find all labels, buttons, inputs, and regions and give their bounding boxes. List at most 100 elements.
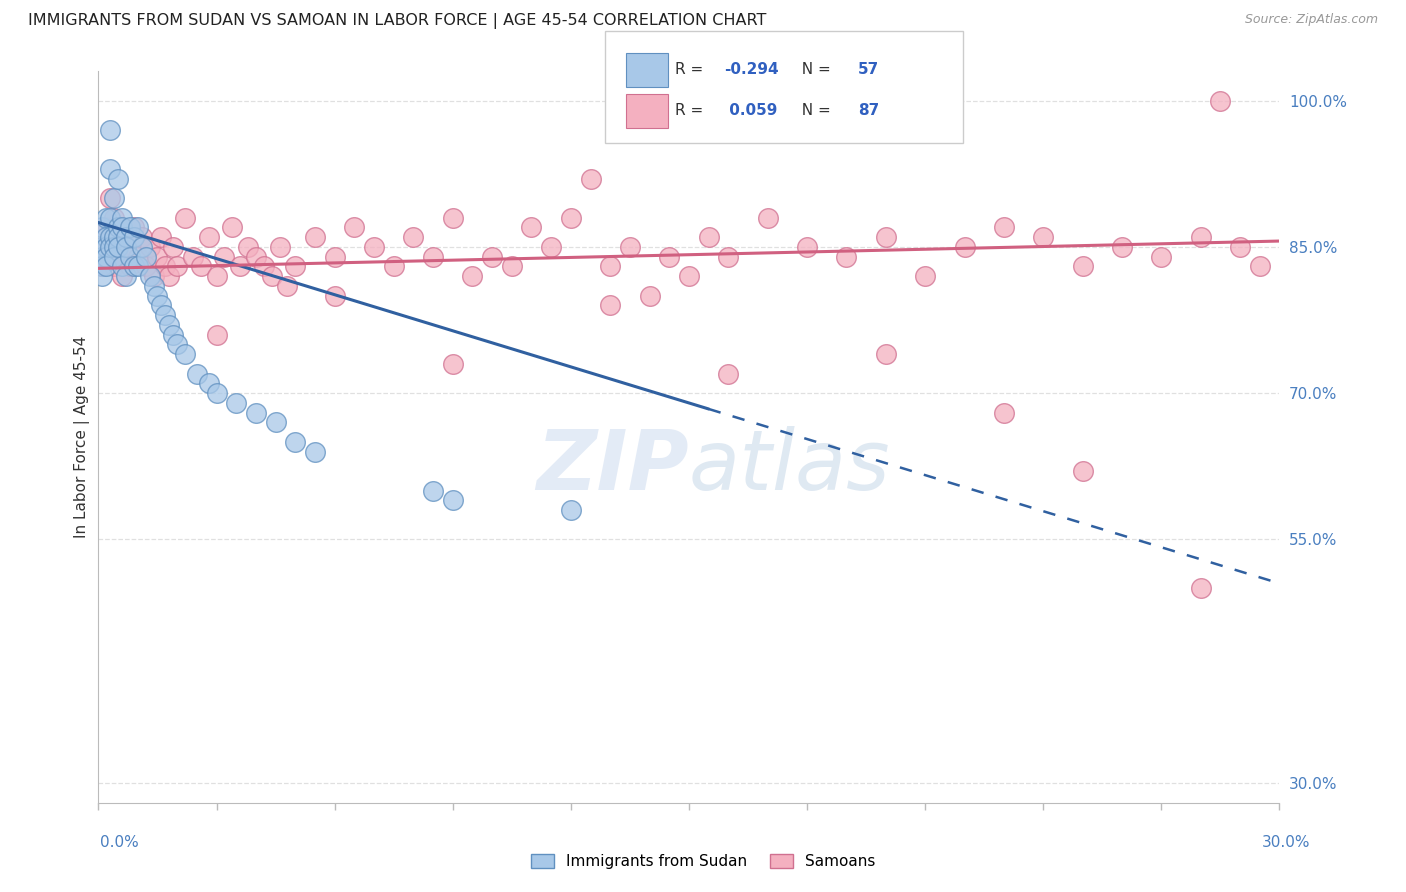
Point bbox=[441, 357, 464, 371]
Point bbox=[441, 493, 464, 508]
Point bbox=[1071, 260, 1094, 274]
Point bbox=[122, 230, 145, 244]
Point bbox=[363, 240, 385, 254]
Point bbox=[579, 171, 602, 186]
Point bbox=[91, 250, 114, 264]
Point bbox=[91, 260, 114, 274]
Point bbox=[107, 240, 129, 254]
Point bbox=[197, 376, 219, 391]
Text: ZIP: ZIP bbox=[536, 425, 689, 507]
Point bbox=[118, 260, 141, 274]
Point bbox=[162, 327, 184, 342]
Text: IMMIGRANTS FROM SUDAN VS SAMOAN IN LABOR FORCE | AGE 45-54 CORRELATION CHART: IMMIGRANTS FROM SUDAN VS SAMOAN IN LABOR… bbox=[28, 13, 766, 29]
Point bbox=[138, 269, 160, 284]
Point bbox=[993, 406, 1015, 420]
Point bbox=[225, 396, 247, 410]
Point bbox=[229, 260, 252, 274]
Text: Source: ZipAtlas.com: Source: ZipAtlas.com bbox=[1244, 13, 1378, 27]
Text: 0.059: 0.059 bbox=[724, 103, 778, 118]
Text: atlas: atlas bbox=[689, 425, 890, 507]
Point bbox=[107, 220, 129, 235]
Point bbox=[96, 240, 118, 254]
Point bbox=[118, 220, 141, 235]
Point bbox=[323, 288, 346, 302]
Point bbox=[96, 250, 118, 264]
Point bbox=[304, 230, 326, 244]
Point bbox=[658, 250, 681, 264]
Point bbox=[131, 230, 153, 244]
Point bbox=[162, 240, 184, 254]
Text: 57: 57 bbox=[858, 62, 879, 77]
Point bbox=[205, 327, 228, 342]
Point bbox=[127, 220, 149, 235]
Point bbox=[501, 260, 523, 274]
Point bbox=[115, 269, 138, 284]
Point bbox=[221, 220, 243, 235]
Point bbox=[1111, 240, 1133, 254]
Point bbox=[98, 230, 121, 244]
Point bbox=[245, 250, 267, 264]
Point bbox=[560, 211, 582, 225]
Point bbox=[284, 434, 307, 449]
Point bbox=[142, 279, 165, 293]
Point bbox=[91, 269, 114, 284]
Point bbox=[638, 288, 661, 302]
Point bbox=[98, 191, 121, 205]
Point bbox=[111, 260, 134, 274]
Point bbox=[111, 269, 134, 284]
Point bbox=[98, 230, 121, 244]
Point bbox=[422, 483, 444, 498]
Point bbox=[96, 260, 118, 274]
Text: N =: N = bbox=[792, 62, 835, 77]
Point bbox=[1229, 240, 1251, 254]
Point bbox=[103, 260, 125, 274]
Point bbox=[127, 250, 149, 264]
Point bbox=[422, 250, 444, 264]
Point bbox=[91, 260, 114, 274]
Point bbox=[103, 250, 125, 264]
Point bbox=[96, 211, 118, 225]
Point bbox=[717, 367, 740, 381]
Point bbox=[107, 171, 129, 186]
Point bbox=[96, 230, 118, 244]
Point bbox=[276, 279, 298, 293]
Point bbox=[115, 240, 138, 254]
Point bbox=[1032, 230, 1054, 244]
Point bbox=[678, 269, 700, 284]
Point bbox=[174, 211, 197, 225]
Point bbox=[461, 269, 484, 284]
Text: 30.0%: 30.0% bbox=[1263, 836, 1310, 850]
Point bbox=[98, 211, 121, 225]
Point bbox=[157, 269, 180, 284]
Point bbox=[323, 250, 346, 264]
Point bbox=[174, 347, 197, 361]
Point bbox=[150, 230, 173, 244]
Point bbox=[269, 240, 291, 254]
Point bbox=[103, 191, 125, 205]
Point bbox=[197, 230, 219, 244]
Point bbox=[875, 230, 897, 244]
Point bbox=[260, 269, 283, 284]
Point bbox=[107, 230, 129, 244]
Point bbox=[1249, 260, 1271, 274]
Point bbox=[96, 220, 118, 235]
Point bbox=[103, 240, 125, 254]
Point bbox=[697, 230, 720, 244]
Point bbox=[91, 240, 114, 254]
Point bbox=[146, 288, 169, 302]
Point bbox=[96, 250, 118, 264]
Point bbox=[619, 240, 641, 254]
Text: R =: R = bbox=[675, 103, 709, 118]
Point bbox=[599, 298, 621, 312]
Point bbox=[98, 240, 121, 254]
Point bbox=[382, 260, 405, 274]
Point bbox=[205, 386, 228, 401]
Point bbox=[155, 260, 177, 274]
Point bbox=[520, 220, 543, 235]
Point bbox=[304, 444, 326, 458]
Point bbox=[264, 416, 287, 430]
Point bbox=[155, 308, 177, 322]
Text: -0.294: -0.294 bbox=[724, 62, 779, 77]
Text: R =: R = bbox=[675, 62, 709, 77]
Point bbox=[127, 260, 149, 274]
